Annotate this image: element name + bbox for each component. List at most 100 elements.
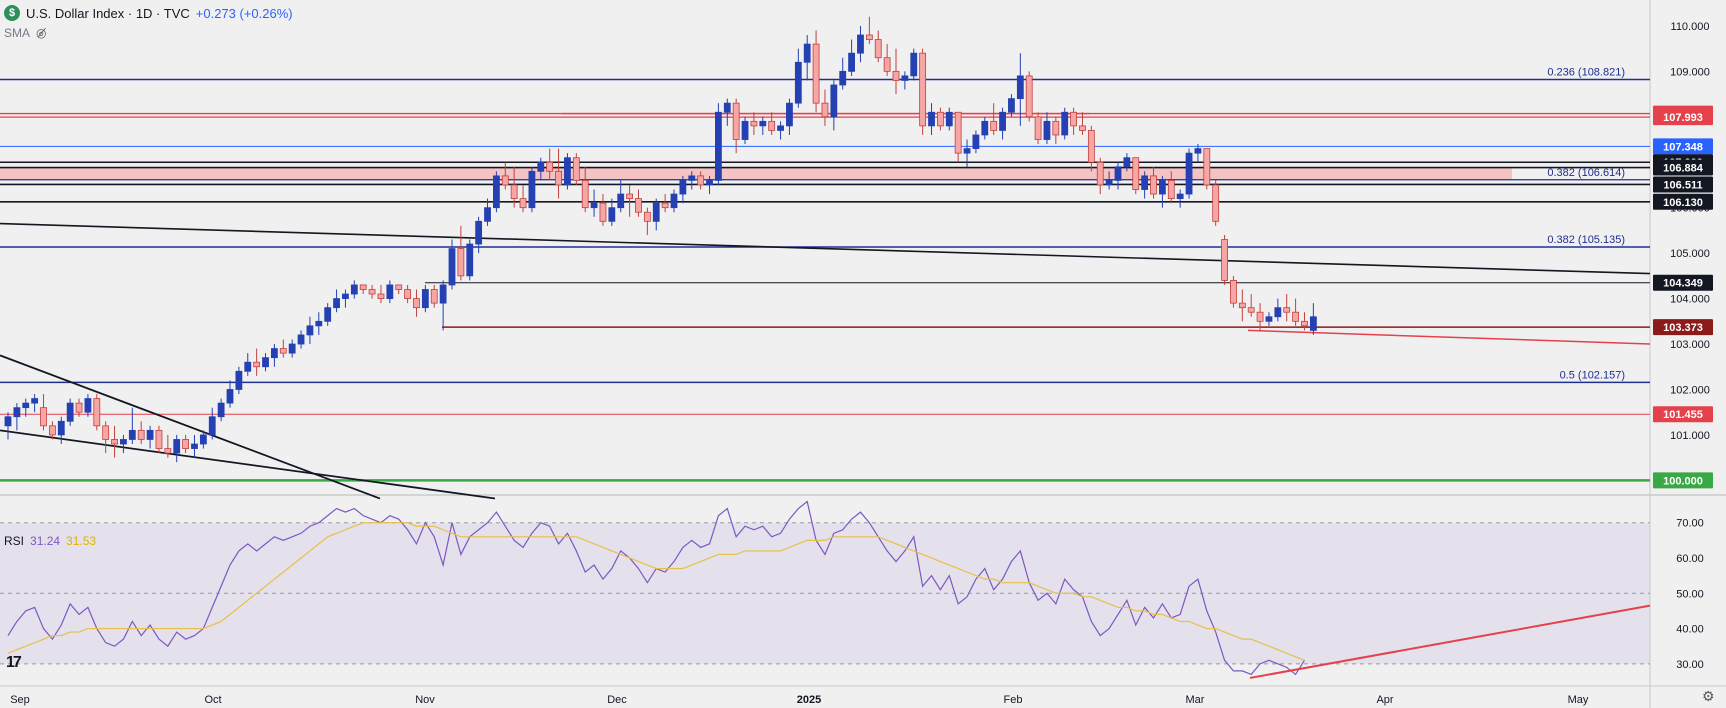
candle-body [599,202,607,222]
candle-body [84,398,92,413]
candle-body [1114,166,1122,181]
candle [315,312,323,335]
candle [857,25,864,63]
price-label-text: 100.000 [1663,475,1703,487]
candle [679,175,687,204]
candle-body [537,161,545,172]
candle-body [146,429,154,440]
candle [75,398,83,417]
candle [706,175,713,195]
eye-hidden-icon[interactable]: ◎̸ [36,26,47,40]
candle-body [31,398,39,404]
candle [1105,171,1113,190]
candle-body [199,434,207,445]
candle [226,380,234,408]
candle [617,180,625,213]
candle [333,289,340,313]
candle [66,398,74,426]
price-label-box [1653,138,1713,155]
candle [928,103,935,135]
candle [324,303,332,326]
candle [448,239,456,290]
candle-body [1150,175,1157,195]
candle-body [643,211,651,222]
candle-body [1008,98,1015,113]
sma-indicator[interactable]: SMA ◎̸ [4,24,47,42]
candle [439,280,447,331]
candle [279,339,287,358]
symbol-header[interactable]: $ U.S. Dollar Index · 1D · TVC +0.273 (+… [4,2,293,24]
candle-body [688,175,696,181]
candle-body [572,157,580,181]
candle-body [865,34,873,40]
rsi-red-trendline [1249,604,1651,679]
candle [244,353,252,376]
rsi-value: 31.24 [30,534,61,548]
candle-body [173,439,181,454]
candle-body [1301,320,1308,327]
candle [839,57,847,90]
candle [528,166,536,213]
tradingview-logo[interactable]: 17 [6,654,22,671]
fib-level-label: 0.236 (108.821) [1547,66,1625,78]
candle [546,148,554,181]
candle [120,434,127,454]
candle-body [288,343,296,354]
candle [217,398,225,422]
candle-body [1087,130,1095,163]
candle [874,30,882,63]
candle-body [4,416,12,427]
candle [990,103,998,135]
candle-body [981,120,989,136]
candle [812,30,820,113]
candle [1301,312,1308,331]
candle [1247,294,1255,317]
candle-body [235,370,243,390]
candle [173,434,181,463]
candle-body [484,207,491,222]
candle [999,107,1006,140]
candle [794,48,802,108]
candle-body [626,193,633,200]
rsi-tick-label: 70.00 [1676,518,1704,530]
candle [262,353,269,372]
candle-body [279,348,287,354]
symbol-title[interactable]: U.S. Dollar Index · 1D · TVC [26,5,190,21]
candle-body [164,448,172,454]
rsi-header[interactable]: RSI 31.24 31.53 [4,534,96,548]
candle [31,394,39,413]
candle-body [999,111,1006,131]
time-tick-label: Dec [607,694,627,706]
candle [759,116,767,135]
candle-body [1176,193,1184,200]
candle [537,157,545,181]
candle-body [528,170,536,209]
candle [146,425,154,449]
candle [910,48,918,81]
candle [821,89,829,126]
settings-icon[interactable]: ⚙ [1702,688,1715,704]
candle [626,184,633,217]
price-label-text: 107.993 [1663,112,1703,124]
candle-body [1105,180,1113,186]
candle-body [395,284,403,290]
candle [1141,171,1149,199]
candle [1114,162,1122,190]
candle-body [75,402,83,413]
candle-body [963,148,971,154]
candle [1159,175,1166,208]
candle [22,398,30,417]
candle-body [386,284,394,299]
candle-body [262,357,269,368]
candle [1265,312,1273,326]
time-tick-label: Feb [1004,694,1023,706]
candle [84,394,92,417]
price-change: +0.273 (+0.26%) [195,5,293,21]
candle-body [1061,111,1069,136]
candle-body [803,43,811,63]
candle [723,98,731,126]
candle [288,339,296,358]
candle-body [945,111,953,127]
candle [590,189,598,217]
